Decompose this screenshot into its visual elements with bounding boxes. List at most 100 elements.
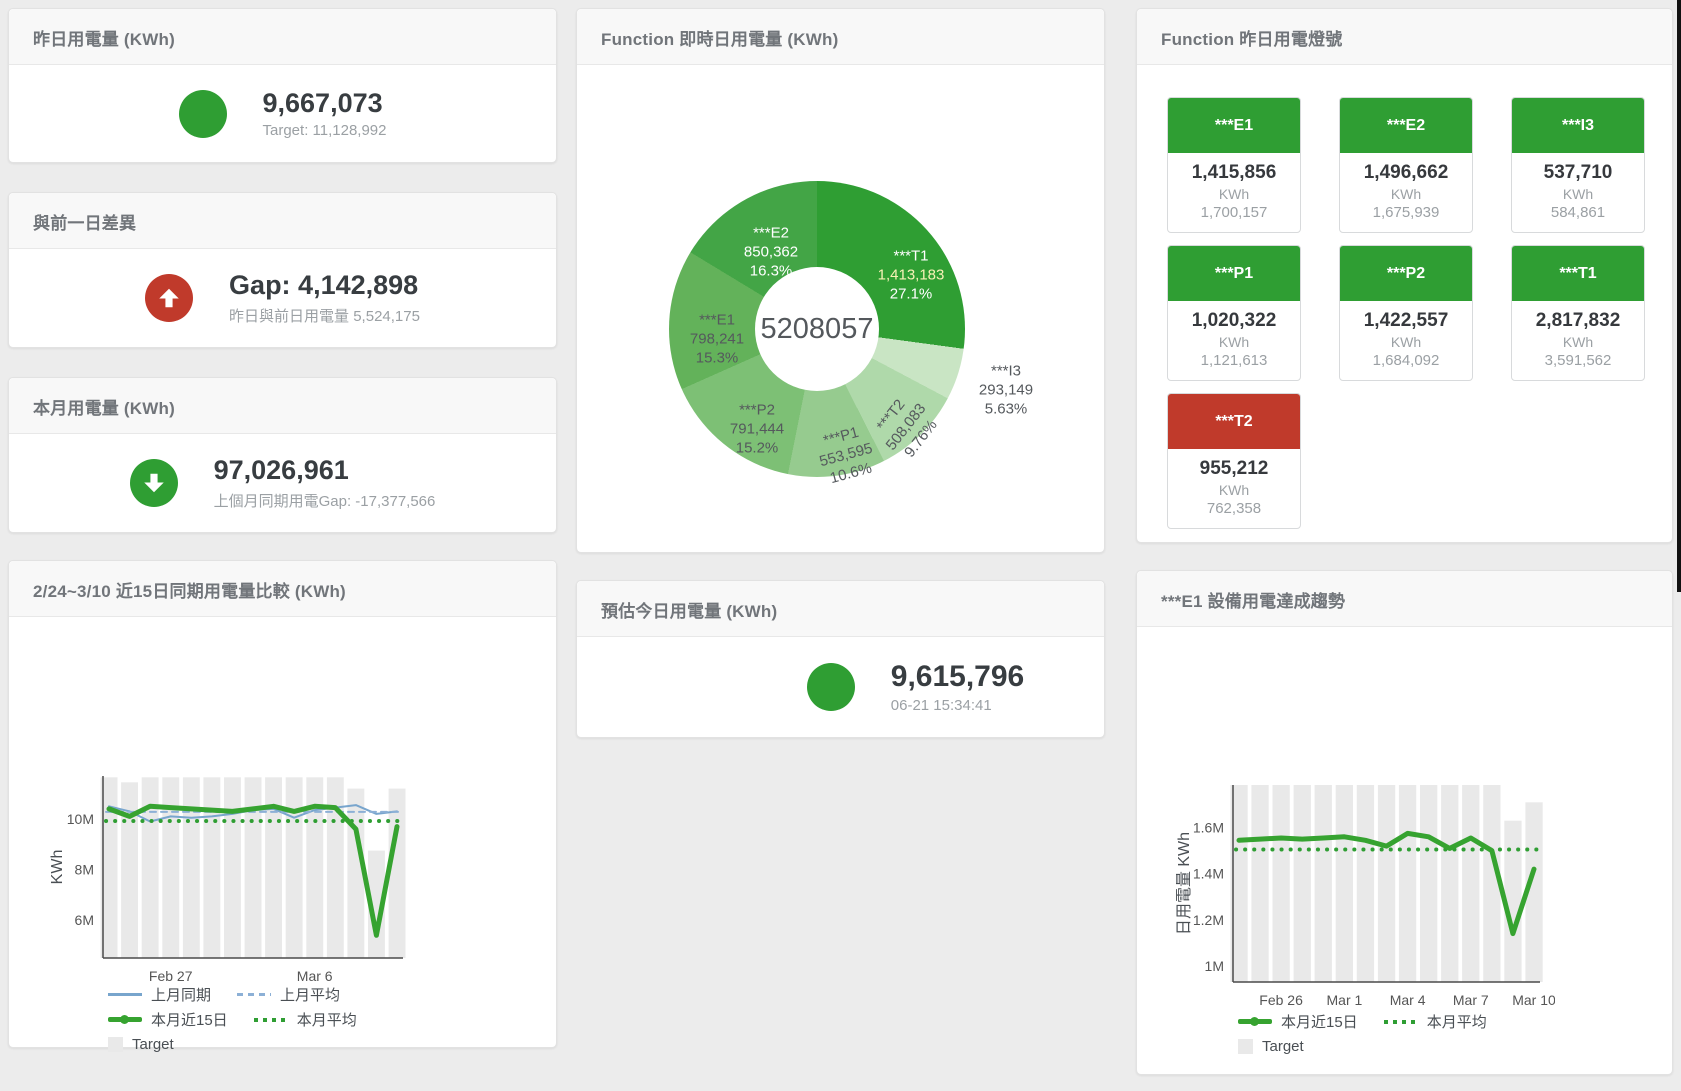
card-compare-chart: 2/24~3/10 近15日同期用電量比較 (KWh) 6M 8M 10M Feb 2… (8, 560, 557, 1053)
chart-legend: 本月近15日 本月平均 Target (1238, 1011, 1487, 1057)
legend-label: 上月同期 (151, 987, 212, 1004)
tile-header: ***E2 (1340, 98, 1472, 153)
svg-text:Feb 27: Feb 27 (149, 968, 193, 984)
card-header: Function 即時日用電量 (KWh) (577, 9, 1104, 65)
card-header: Function 昨日用電燈號 (1137, 9, 1672, 65)
card-e1-trend-chart: ***E1 設備用電達成趨勢 1M 1.2M 1.4M 1.6M Feb 26 Mar 1… (1136, 570, 1673, 1075)
tile-value: 1,415,856 (1191, 162, 1277, 183)
legend-label: 本月近15日 (1281, 1014, 1358, 1031)
donut-label-e2: ***E2 850,362 16.3% (743, 224, 799, 280)
card-header: 本月用電量 (KWh) (9, 378, 556, 434)
light-tile-e2: ***E2 1,496,662 KWh 1,675,939 (1339, 97, 1473, 233)
light-tile-i3: ***I3 537,710 KWh 584,861 (1511, 97, 1645, 233)
legend-item-thick[interactable]: 本月近15日 (108, 1009, 228, 1030)
legend-swatch-square-icon (1238, 1039, 1253, 1054)
card-function-donut: Function 即時日用電量 (KWh) 5208057 ***T1 1,413… (576, 8, 1105, 553)
legend-label: Target (1262, 1038, 1304, 1055)
tile-header: ***E1 (1168, 98, 1300, 153)
kpi-value: 9,667,073 (262, 87, 383, 118)
legend-item-dots[interactable]: 本月平均 (253, 1009, 357, 1030)
kpi-value: Gap: 4,142,898 (229, 270, 419, 301)
donut-label-i3: ***I3 293,149 5.63% (978, 362, 1034, 418)
tile-header: ***T2 (1168, 394, 1300, 449)
arrow-down-icon (129, 459, 178, 507)
tile-value: 1,496,662 (1363, 162, 1449, 183)
card-title: ***E1 設備用電達成趨勢 (1161, 592, 1346, 611)
legend-item-dashed[interactable]: 上月平均 (237, 984, 340, 1005)
status-circle-icon (806, 663, 855, 711)
kpi-subtitle: 上個月同期用電Gap: -17,377,566 (213, 492, 436, 510)
scrollbar-thumb[interactable] (1677, 0, 1681, 592)
tile-value: 1,422,557 (1363, 310, 1449, 331)
donut-label-t1: ***T1 1,413,183 27.1% (877, 247, 945, 303)
svg-text:10M: 10M (67, 811, 94, 827)
legend-row: 上月同期 上月平均 (108, 984, 357, 1005)
svg-text:Mar 10: Mar 10 (1512, 992, 1555, 1008)
legend-row: 本月近15日 本月平均 (108, 1009, 357, 1030)
tile-target: 1,700,157 (1200, 204, 1268, 221)
card-estimate-today: 預估今日用電量 (KWh) 9,615,796 06-21 15:34:41 (576, 580, 1105, 738)
kpi-value: 97,026,961 (213, 455, 349, 486)
status-circle-icon (178, 89, 227, 138)
legend-row: 本月近15日 本月平均 (1238, 1011, 1487, 1032)
donut-total: 5208057 (760, 312, 874, 345)
card-yesterday-usage: 昨日用電量 (KWh) 9,667,073 Target: 11,128,992 (8, 8, 557, 163)
page-title: 昨日用電量 (KWh) (33, 30, 175, 49)
card-title: Function 即時日用電量 (KWh) (601, 30, 839, 49)
light-tile-t2: ***T2 955,212 KWh 762,358 (1167, 393, 1301, 529)
tile-unit: KWh (1218, 334, 1250, 350)
legend-row: Target (108, 1034, 357, 1055)
light-tile-t1: ***T1 2,817,832 KWh 3,591,562 (1511, 245, 1645, 381)
tile-value: 537,710 (1543, 162, 1613, 183)
legend-swatch-square-icon (108, 1037, 123, 1052)
svg-text:1.6M: 1.6M (1193, 820, 1224, 836)
svg-text:1M: 1M (1205, 958, 1224, 974)
legend-swatch-thick-icon (1238, 1017, 1272, 1026)
svg-text:KWh: KWh (49, 850, 66, 885)
tile-unit: KWh (1390, 186, 1422, 202)
arrow-up-icon (145, 274, 194, 322)
legend-swatch-solid-icon (108, 993, 142, 996)
card-header: 2/24~3/10 近15日同期用電量比較 (KWh) (9, 561, 556, 617)
tile-target: 1,121,613 (1200, 352, 1268, 369)
svg-text:Mar 6: Mar 6 (297, 968, 333, 984)
svg-text:6M: 6M (75, 912, 94, 928)
tile-target: 1,675,939 (1372, 204, 1440, 221)
card-title: 本月用電量 (KWh) (33, 399, 175, 418)
legend-label: 本月近15日 (151, 1012, 228, 1029)
legend-swatch-dots-icon (253, 1017, 288, 1022)
svg-text:8M: 8M (75, 862, 94, 878)
tile-target: 1,684,092 (1372, 352, 1440, 369)
legend-item-square[interactable]: Target (108, 1036, 174, 1053)
svg-text:Feb 26: Feb 26 (1259, 992, 1303, 1008)
lights-tile-grid: ***E1 1,415,856 KWh 1,700,157 ***E2 1,49… (1137, 65, 1672, 529)
svg-text:Mar 1: Mar 1 (1327, 992, 1363, 1008)
chart-legend: 上月同期 上月平均 本月近15日 本月平均 Target (108, 984, 357, 1055)
tile-unit: KWh (1562, 186, 1594, 202)
card-header: 與前一日差異 (9, 193, 556, 249)
light-tile-p1: ***P1 1,020,322 KWh 1,121,613 (1167, 245, 1301, 381)
tile-target: 762,358 (1206, 500, 1262, 517)
legend-item-dots[interactable]: 本月平均 (1383, 1011, 1487, 1032)
donut-center: 5208057 (755, 267, 879, 391)
legend-item-thick[interactable]: 本月近15日 (1238, 1011, 1358, 1032)
donut-label-e1: ***E1 798,241 15.3% (689, 311, 745, 367)
donut-label-p2: ***P2 791,444 15.2% (729, 401, 785, 457)
card-title: Function 昨日用電燈號 (1161, 30, 1343, 49)
legend-item-solid[interactable]: 上月同期 (108, 984, 211, 1005)
light-tile-p2: ***P2 1,422,557 KWh 1,684,092 (1339, 245, 1473, 381)
tile-target: 3,591,562 (1544, 352, 1612, 369)
tile-value: 1,020,322 (1191, 310, 1277, 331)
kpi-value: 9,615,796 (890, 659, 1025, 693)
legend-row: Target (1238, 1036, 1487, 1057)
light-tile-e1: ***E1 1,415,856 KWh 1,700,157 (1167, 97, 1301, 233)
legend-swatch-thick-icon (108, 1015, 142, 1024)
card-month-usage: 本月用電量 (KWh) 97,026,961 上個月同期用電Gap: -17,3… (8, 377, 557, 533)
legend-item-square[interactable]: Target (1238, 1038, 1304, 1055)
card-title: 2/24~3/10 近15日同期用電量比較 (KWh) (33, 582, 346, 601)
legend-swatch-dots-icon (1383, 1019, 1418, 1024)
compare-line-chart: 6M 8M 10M Feb 27 Mar 6 KWh (49, 776, 406, 984)
kpi-subtitle: Target: 11,128,992 (262, 122, 387, 140)
tile-unit: KWh (1562, 334, 1594, 350)
tile-value: 955,212 (1199, 458, 1269, 479)
